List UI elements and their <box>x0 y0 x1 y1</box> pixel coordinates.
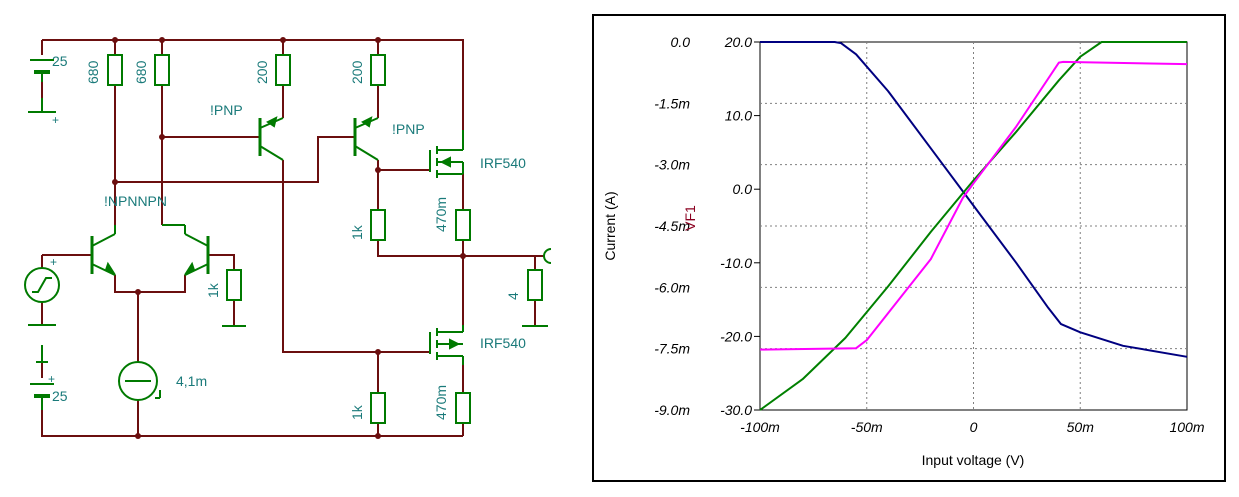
x-tick-label: 0 <box>970 419 978 435</box>
resistor-label: 1k <box>349 404 365 420</box>
right-axis-title: VF1 <box>682 205 698 231</box>
resistor-label: 4 <box>505 292 521 300</box>
resistor-label: 680 <box>133 60 149 84</box>
left-tick-label: -6.0m <box>654 279 690 295</box>
left-tick-label: -9.0m <box>654 402 690 418</box>
pnp-transistor-icon <box>258 116 284 161</box>
npn-transistor-icon <box>90 225 116 276</box>
x-tick-label: -100m <box>740 419 780 435</box>
chart-grid <box>754 41 1187 411</box>
resistor-icon <box>226 269 242 301</box>
npn-transistor-icon <box>162 224 210 276</box>
mosfet-label: IRF540 <box>480 155 526 171</box>
resistor-icon <box>370 54 386 86</box>
resistor-icon <box>370 392 386 424</box>
left-axis-title: Current (A) <box>602 191 618 260</box>
resistor-label: 470m <box>433 385 449 420</box>
transistor-label: !PNP <box>210 102 243 118</box>
resistor-icon <box>154 54 170 86</box>
left-tick-label: -3.0m <box>654 157 690 173</box>
right-tick-label: 0.0 <box>733 181 753 197</box>
pnp-transistor-icon <box>353 116 379 161</box>
series-line-1 <box>760 41 1188 358</box>
plus-sign-label: + <box>50 255 57 269</box>
series-line-3 <box>759 60 1188 351</box>
schematic-labels: 25 + 25 + + 680 680 200 200 !PNP !PNP !N… <box>48 53 526 420</box>
plus-sign-label: + <box>48 372 55 386</box>
plus-sign-label: + <box>52 113 59 127</box>
mosfet-icon <box>429 130 464 178</box>
left-tick-label: -7.5m <box>654 341 690 357</box>
resistor-label: 680 <box>85 60 101 84</box>
chart-ticks: -100m -50m 0 50m 100m 0.0 -1.5m -3.0m -4.5m -6.0m… <box>654 34 1205 435</box>
x-tick-label: -50m <box>851 419 883 435</box>
chart-series <box>759 41 1188 411</box>
mosfet-icon <box>429 325 464 365</box>
transistor-label: !PNP <box>392 121 425 137</box>
left-tick-label: 0.0 <box>671 34 691 50</box>
resistor-icon <box>527 269 543 301</box>
chart-frame <box>592 14 1226 482</box>
resistor-icon <box>107 54 123 86</box>
current-source-icon <box>118 361 161 401</box>
right-tick-label: -10.0 <box>720 255 752 271</box>
resistor-label: 1k <box>205 282 221 298</box>
x-tick-label: 100m <box>1169 419 1204 435</box>
x-axis-title: Input voltage (V) <box>922 452 1025 468</box>
signal-generator-icon <box>24 267 60 303</box>
right-tick-label: -20.0 <box>720 328 752 344</box>
battery-icon <box>30 345 54 410</box>
battery-icon <box>30 59 54 82</box>
resistor-icon <box>455 392 471 424</box>
transistor-label: !NPNNPN <box>104 193 167 209</box>
resistor-label: 200 <box>254 60 270 84</box>
ground-icon <box>28 98 56 113</box>
resistor-icon <box>455 209 471 241</box>
resistor-icon <box>370 209 386 241</box>
right-tick-label: -30.0 <box>720 402 752 418</box>
resistor-icon <box>275 54 291 86</box>
output-terminal-icon <box>543 248 552 264</box>
resistor-label: 200 <box>349 60 365 84</box>
junctions <box>112 37 466 439</box>
circuit-schematic <box>41 37 545 439</box>
right-tick-label: 10.0 <box>725 108 752 124</box>
series-line-2 <box>759 41 1187 411</box>
components <box>24 54 552 424</box>
battery-voltage-label: 25 <box>52 53 68 69</box>
resistor-label: 470m <box>433 197 449 232</box>
battery-voltage-label: 25 <box>52 388 68 404</box>
mosfet-label: IRF540 <box>480 335 526 351</box>
left-tick-label: -1.5m <box>654 95 690 111</box>
right-tick-label: 20.0 <box>724 34 752 50</box>
x-tick-label: 50m <box>1067 419 1095 435</box>
chart-panel: -100m -50m 0 50m 100m 0.0 -1.5m -3.0m -4.5m -6.0m… <box>592 14 1226 482</box>
left-tick-label: -4.5m <box>654 218 690 234</box>
current-source-label: 4,1m <box>176 373 207 389</box>
resistor-label: 1k <box>349 224 365 240</box>
